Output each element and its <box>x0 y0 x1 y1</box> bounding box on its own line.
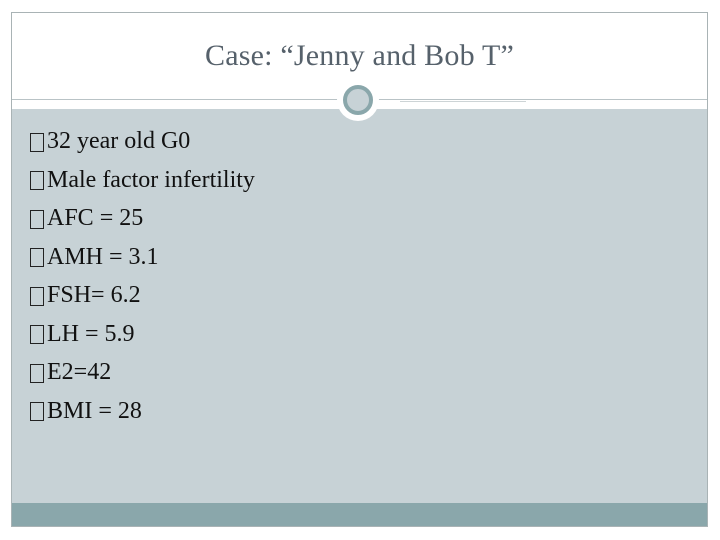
title-divider-accent <box>400 101 526 102</box>
list-item: E2=42 <box>30 353 255 392</box>
list-item-text: 32 year old G0 <box>47 128 191 155</box>
list-item-text: LH = 5.9 <box>47 320 135 347</box>
list-item-text: E2=42 <box>47 359 112 386</box>
title-area: Case: “Jenny and Bob T” <box>12 13 707 99</box>
missing-glyph-box-icon <box>30 325 44 345</box>
list-item: BMI = 28 <box>30 392 255 431</box>
missing-glyph-box-icon <box>30 171 44 191</box>
list-item-text: FSH= 6.2 <box>47 282 141 309</box>
bullet-list: 32 year old G0 Male factor infertility A… <box>30 122 255 430</box>
content-panel <box>12 109 707 503</box>
list-item: FSH= 6.2 <box>30 276 255 315</box>
missing-glyph-box-icon <box>30 363 44 383</box>
list-item: AFC = 25 <box>30 199 255 238</box>
footer-bar <box>12 503 707 526</box>
missing-glyph-box-icon <box>30 286 44 306</box>
missing-glyph-box-icon <box>30 132 44 152</box>
slide-title: Case: “Jenny and Bob T” <box>205 39 514 72</box>
circle-ring-inner <box>343 85 373 115</box>
list-item-text: AMH = 3.1 <box>47 243 159 270</box>
list-item: AMH = 3.1 <box>30 238 255 277</box>
list-item: LH = 5.9 <box>30 315 255 354</box>
missing-glyph-box-icon <box>30 209 44 229</box>
missing-glyph-box-icon <box>30 248 44 268</box>
list-item: Male factor infertility <box>30 161 255 200</box>
circle-ring-icon <box>337 79 379 121</box>
missing-glyph-box-icon <box>30 402 44 422</box>
list-item-text: Male factor infertility <box>47 166 255 193</box>
list-item: 32 year old G0 <box>30 122 255 161</box>
list-item-text: AFC = 25 <box>47 205 144 232</box>
list-item-text: BMI = 28 <box>47 397 142 424</box>
